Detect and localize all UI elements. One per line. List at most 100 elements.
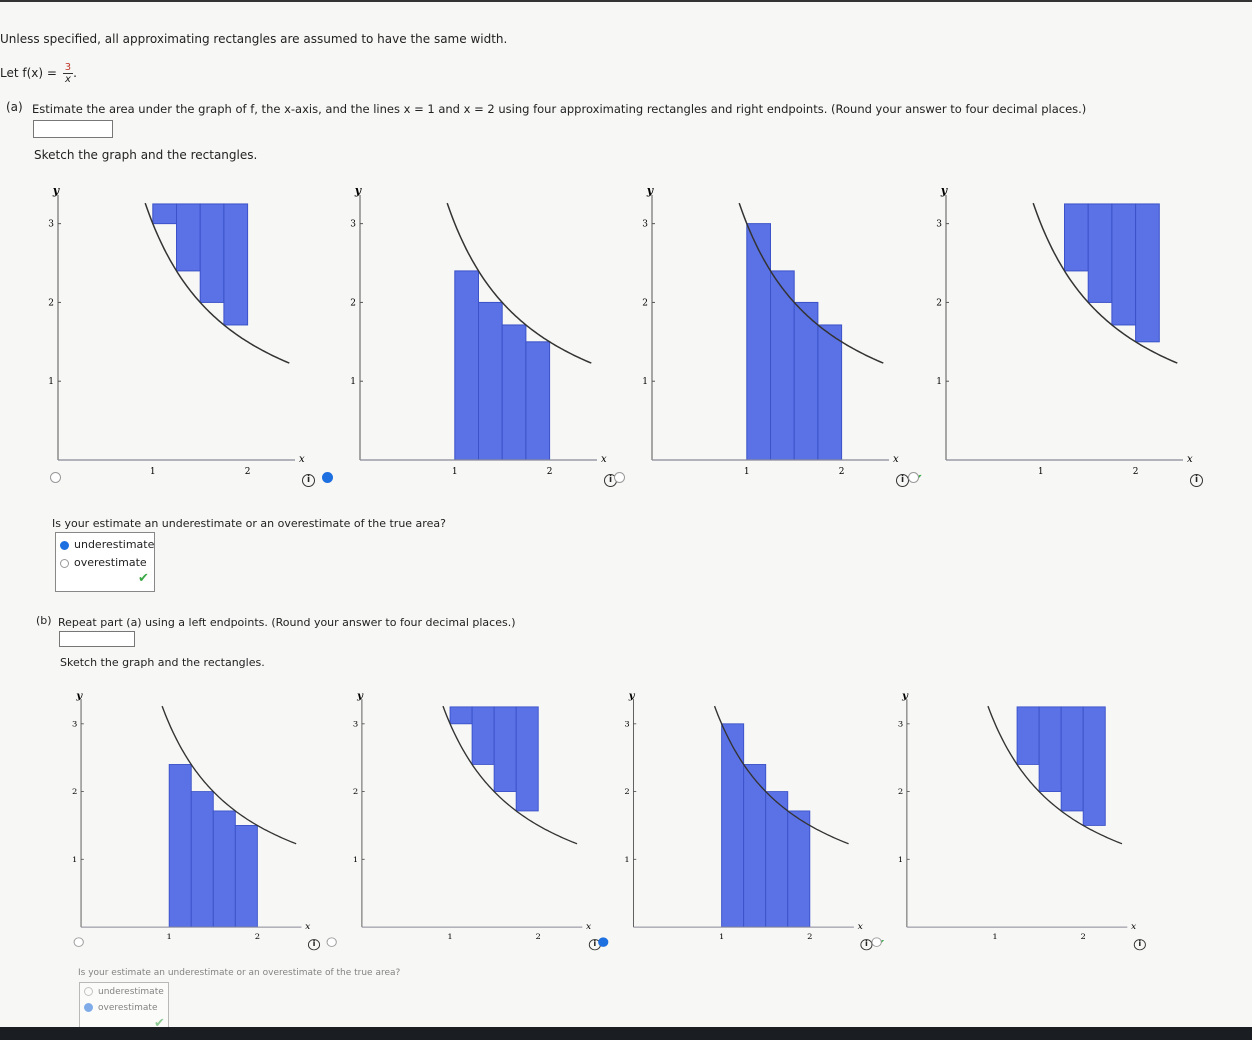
x-tick-label: 2 [536,932,541,941]
x-tick-label: 1 [1038,467,1044,477]
approximating-rectangle [501,324,527,461]
x-axis-label: x [858,922,863,932]
graph-radio-button[interactable] [614,472,625,483]
info-circle-icon[interactable]: i [1190,474,1203,487]
approximating-rectangle [1135,203,1160,343]
x-tick-label: 1 [447,932,452,941]
part-a-prompt: Estimate the area under the graph of f, … [32,102,1087,116]
approximating-rectangle [1038,706,1062,792]
x-tick-label: 2 [839,467,845,477]
approximating-rectangle [817,324,843,461]
approximating-rectangle [152,203,178,225]
y-tick-label: 3 [898,720,903,729]
y-tick-label: 3 [48,220,54,230]
checkmark-icon: ✔ [154,1016,165,1031]
y-tick-label: 2 [642,298,648,308]
info-circle-icon[interactable]: i [307,939,321,951]
part-a-label: (a) [6,100,23,114]
function-curve [987,705,1123,845]
y-tick-label: 3 [642,220,648,230]
x-tick-label: 2 [245,467,251,477]
radio-button[interactable] [84,987,93,996]
function-curve [144,202,290,364]
part-a-graph-option-1[interactable]: 1 2 1 2 3 x y i [30,182,325,502]
y-tick-label: 1 [642,377,648,387]
part-b-graph-option-4[interactable]: 1 2 1 2 3 x y i [871,688,1155,963]
taskbar [0,1027,1252,1040]
y-tick-label: 2 [624,787,629,796]
x-tick-label: 1 [992,932,997,941]
part-b-sketch-prompt: Sketch the graph and the rectangles. [60,656,265,669]
graph: 1 2 1 2 3 x y [936,184,1193,477]
checkmark-icon: ✔ [138,571,149,586]
part-b-option-underestimate[interactable]: underestimate [84,987,164,997]
approximating-rectangle [765,791,789,928]
part-a-choice-box: underestimate overestimate ✔ [55,532,155,592]
x-axis-label: x [305,922,310,932]
part-b-label: (b) [36,614,52,627]
info-circle-icon[interactable]: i [302,474,315,487]
x-tick-label: 2 [807,932,812,941]
y-tick-label: 1 [936,377,942,387]
radio-button[interactable] [60,558,69,568]
approximating-rectangle [721,723,745,928]
graph-radio-button[interactable] [322,472,333,483]
x-axis-label: x [893,454,899,465]
y-tick-label: 3 [936,220,942,230]
approximating-rectangle [493,706,517,792]
approximating-rectangle [515,706,539,812]
option-label: overestimate [74,556,147,569]
part-a-sketch-prompt: Sketch the graph and the rectangles. [34,148,258,162]
y-tick-label: 2 [898,787,903,796]
function-curve [713,705,849,845]
part-a-graph-option-4[interactable]: 1 2 1 2 3 x y i [908,182,1213,502]
y-axis-label: y [940,184,949,197]
part-b-question: Is your estimate an underestimate or an … [78,968,401,978]
approximating-rectangle [234,825,258,928]
part-a-option-underestimate[interactable]: underestimate [60,538,154,551]
approximating-rectangle [449,706,473,725]
x-tick-label: 2 [255,932,260,941]
x-tick-label: 1 [150,467,156,477]
radio-button[interactable] [60,540,69,550]
function-curve [446,202,592,364]
approximating-rectangle [746,223,772,461]
function-curve [161,705,297,845]
part-b-graph-option-1[interactable]: 1 2 1 2 3 x y i [55,688,329,963]
y-tick-label: 1 [353,855,358,864]
graph-radio-button[interactable] [598,937,609,947]
part-b-answer-input[interactable] [59,631,135,647]
part-a-option-overestimate[interactable]: overestimate [60,556,147,569]
screen-top-edge [0,0,1252,2]
x-axis-label: x [601,454,607,465]
graph-radio-button[interactable] [908,472,919,483]
y-axis-label: y [628,691,636,702]
function-curve [1032,202,1178,364]
info-circle-icon[interactable]: i [1133,939,1146,951]
radio-button[interactable] [84,1003,93,1012]
fraction-numerator: 3 [62,62,74,74]
y-tick-label: 1 [624,855,629,864]
x-tick-label: 1 [744,467,750,477]
approximating-rectangle [793,301,819,461]
part-a-answer-input[interactable] [33,120,113,138]
graph-radio-button[interactable] [73,937,84,947]
graph-radio-button[interactable] [50,472,61,483]
option-label: overestimate [98,1003,158,1013]
graph-radio-button[interactable] [871,937,882,947]
x-tick-label: 2 [1133,467,1139,477]
function-prefix: Let f(x) = [0,66,61,80]
y-axis-label: y [52,184,61,197]
y-tick-label: 2 [936,298,942,308]
part-b-option-overestimate[interactable]: overestimate [84,1003,157,1013]
graph-radio-button[interactable] [326,937,337,947]
approximating-rectangle [190,791,214,928]
option-label: underestimate [98,987,164,997]
y-tick-label: 3 [624,720,629,729]
